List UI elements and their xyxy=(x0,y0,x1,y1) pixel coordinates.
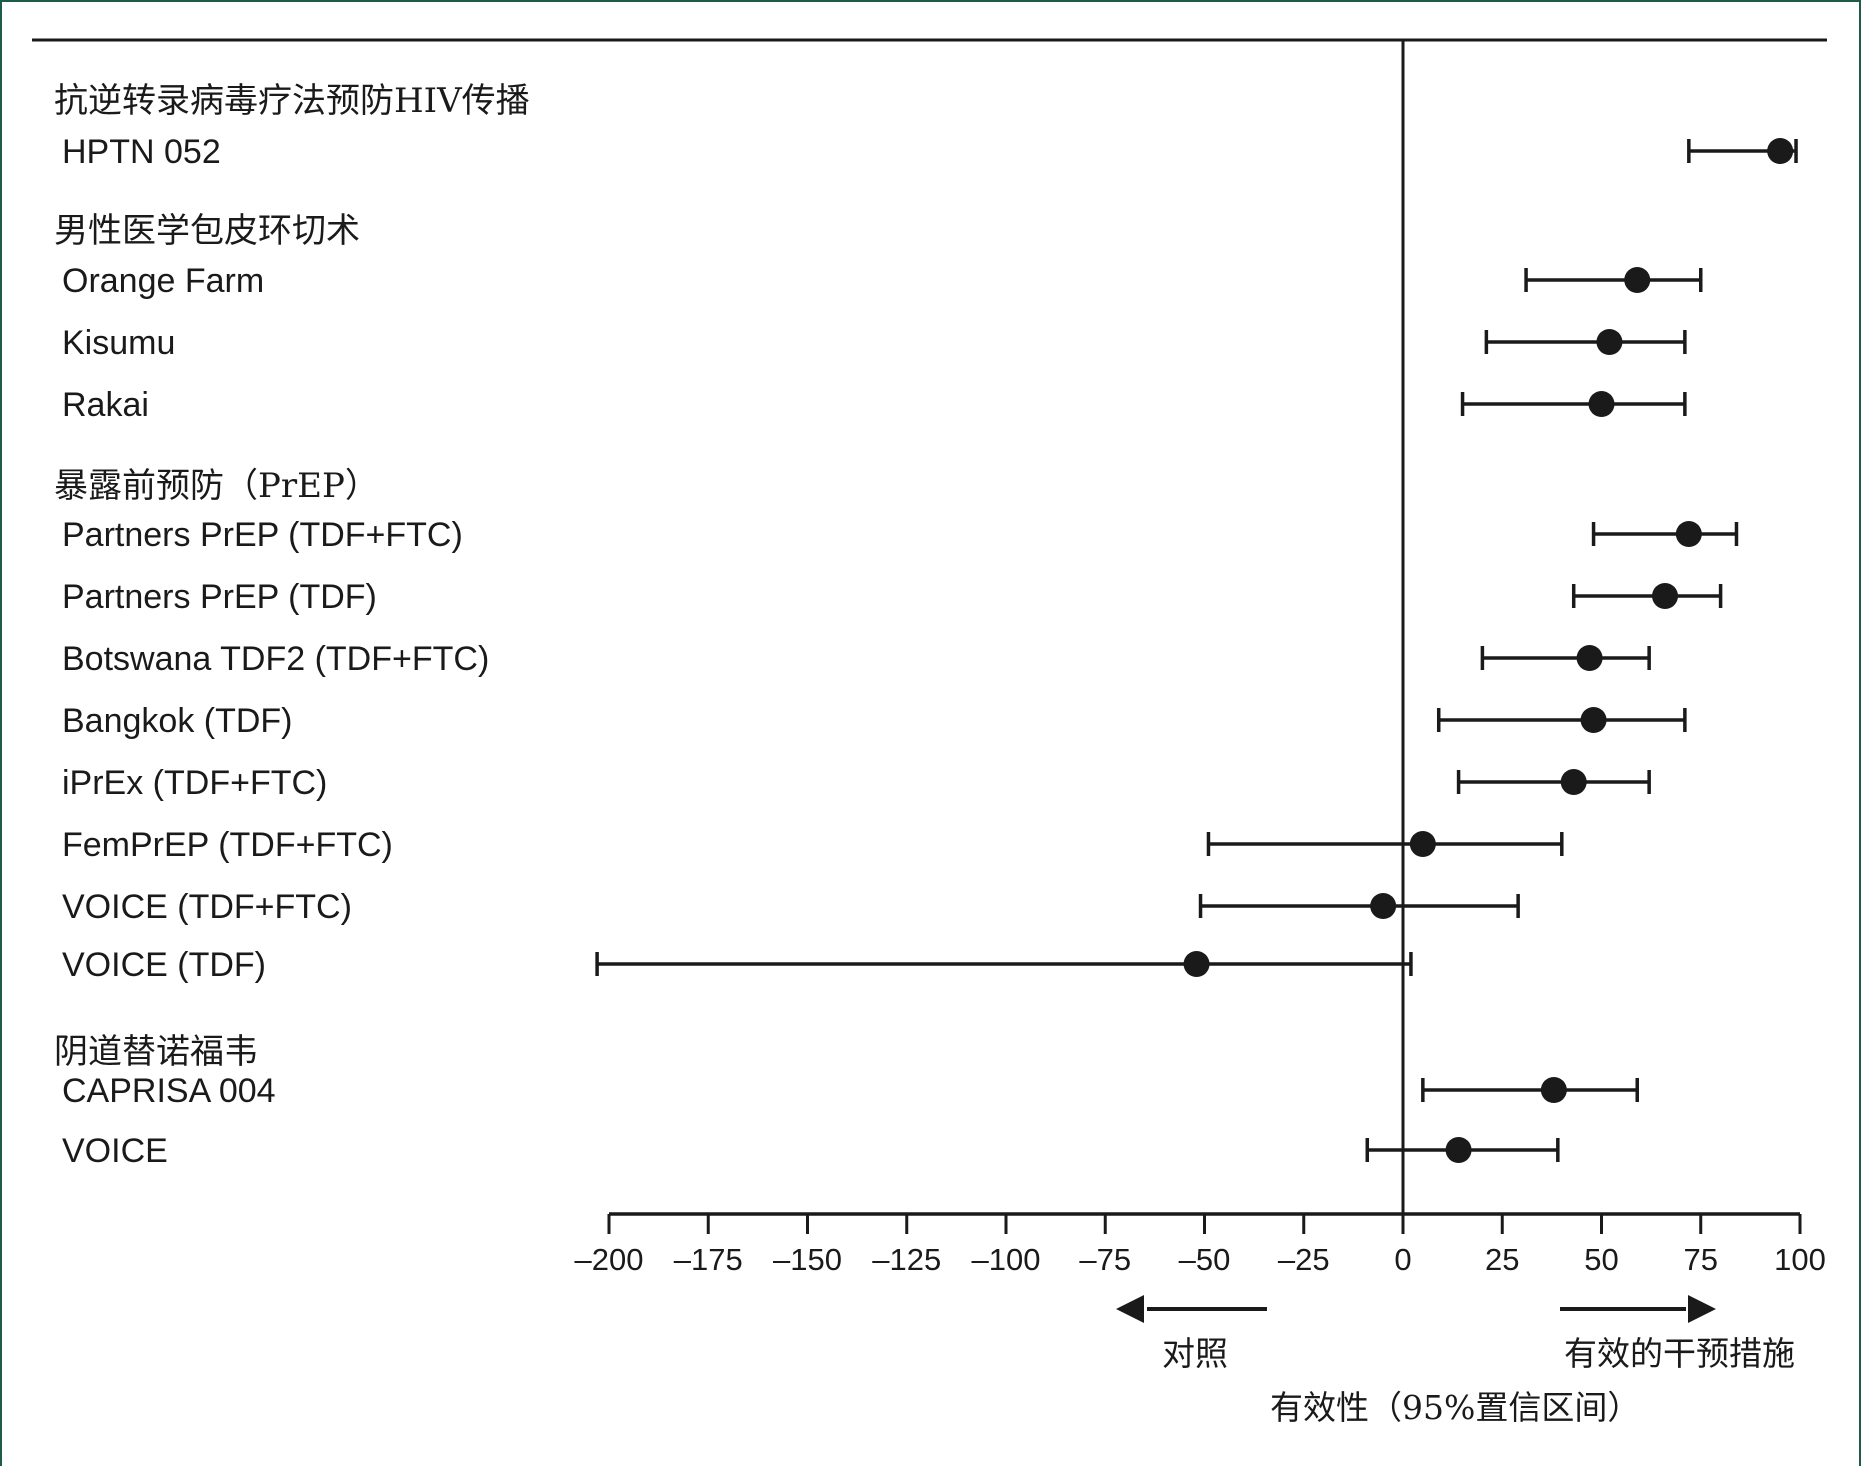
estimate-point xyxy=(1409,831,1436,857)
estimate-point xyxy=(1652,583,1679,609)
x-tick-label: 100 xyxy=(1774,1242,1826,1277)
x-tick-label: 50 xyxy=(1584,1242,1618,1277)
x-axis-label: 有效性（95%置信区间） xyxy=(1270,1388,1640,1427)
x-tick-label: –175 xyxy=(674,1242,743,1277)
study-label: Rakai xyxy=(62,386,149,424)
estimate-point xyxy=(1540,1077,1567,1103)
estimate-point xyxy=(1183,951,1210,977)
study-label: Partners PrEP (TDF) xyxy=(62,578,377,616)
group-heading: 抗逆转录病毒疗法预防HIV传播 xyxy=(54,81,530,121)
group-heading: 阴道替诺福韦 xyxy=(54,1032,258,1072)
estimate-point xyxy=(1675,521,1702,547)
estimate-point xyxy=(1624,267,1651,293)
left-arrow-head xyxy=(1116,1295,1144,1323)
estimate-point xyxy=(1580,707,1607,733)
estimate-point xyxy=(1370,893,1397,919)
x-tick-label: –125 xyxy=(872,1242,941,1277)
study-label: HPTN 052 xyxy=(62,133,221,171)
study-label: FemPrEP (TDF+FTC) xyxy=(62,826,393,864)
study-label: Partners PrEP (TDF+FTC) xyxy=(62,516,463,554)
estimate-point xyxy=(1767,138,1794,164)
group-heading: 男性医学包皮环切术 xyxy=(54,211,360,251)
study-label: VOICE (TDF) xyxy=(62,946,266,984)
estimate-point xyxy=(1560,769,1587,795)
study-label: iPrEx (TDF+FTC) xyxy=(62,764,327,802)
x-tick-label: 0 xyxy=(1394,1242,1411,1277)
study-label: VOICE (TDF+FTC) xyxy=(62,888,352,926)
x-tick-label: –50 xyxy=(1179,1242,1231,1277)
right-arrow-head xyxy=(1688,1295,1716,1323)
x-tick-label: –150 xyxy=(773,1242,842,1277)
x-tick-label: –25 xyxy=(1278,1242,1330,1277)
study-label: Botswana TDF2 (TDF+FTC) xyxy=(62,640,489,678)
study-label: Orange Farm xyxy=(62,262,264,300)
study-label: Bangkok (TDF) xyxy=(62,702,293,740)
estimate-point xyxy=(1588,391,1615,417)
x-tick-label: 25 xyxy=(1485,1242,1519,1277)
x-tick-label: –75 xyxy=(1079,1242,1131,1277)
arrow-left-label: 对照 xyxy=(1162,1334,1228,1373)
estimate-point xyxy=(1576,645,1603,671)
study-label: CAPRISA 004 xyxy=(62,1072,276,1110)
group-heading: 暴露前预防（PrEP） xyxy=(54,466,379,506)
x-tick-label: –200 xyxy=(575,1242,644,1277)
x-tick-label: 75 xyxy=(1684,1242,1718,1277)
x-tick-label: –100 xyxy=(972,1242,1041,1277)
study-label: VOICE xyxy=(62,1132,168,1170)
arrow-right-label: 有效的干预措施 xyxy=(1564,1334,1795,1373)
study-label: Kisumu xyxy=(62,324,175,362)
estimate-point xyxy=(1445,1137,1472,1163)
estimate-point xyxy=(1596,329,1623,355)
